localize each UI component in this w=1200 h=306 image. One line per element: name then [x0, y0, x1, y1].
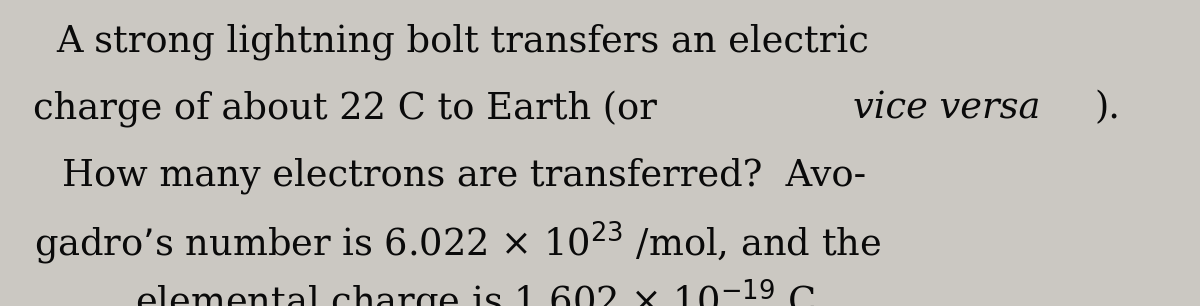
Text: ).: ).	[1094, 91, 1121, 127]
Text: gadro’s number is 6.022 × 10$^{23}$ /mol, and the: gadro’s number is 6.022 × 10$^{23}$ /mol…	[34, 220, 881, 267]
Text: elemental charge is 1.602 × 10$^{-19}$ C.: elemental charge is 1.602 × 10$^{-19}$ C…	[136, 278, 826, 306]
Text: How many electrons are transferred?  Avo-: How many electrons are transferred? Avo-	[62, 158, 866, 194]
Text: charge of about 22 C to Earth (or: charge of about 22 C to Earth (or	[32, 90, 668, 127]
Text: A strong lightning bolt transfers an electric: A strong lightning bolt transfers an ele…	[56, 23, 869, 60]
Text: vice versa: vice versa	[853, 91, 1040, 127]
